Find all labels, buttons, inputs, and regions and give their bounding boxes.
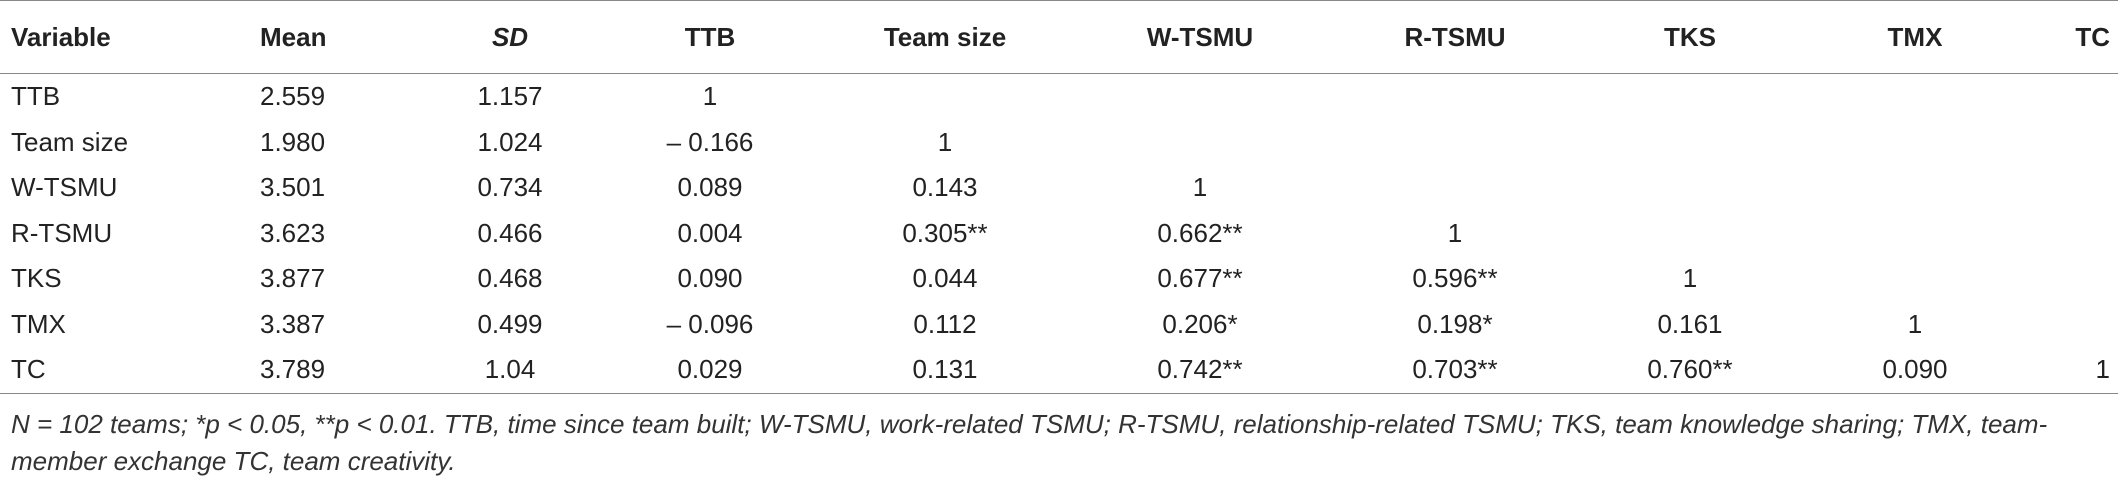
column-header: R-TSMU [1404,21,1506,52]
variable-cell: TMX [11,308,66,339]
correlation-cell [1580,120,1800,166]
correlation-cell: 0.198* [1417,308,1493,339]
correlation-cell [1800,120,2030,166]
variable-cell: TC [11,354,46,385]
correlation-cell: 0.161 [1657,308,1723,339]
correlation-cell [2030,211,2118,257]
correlation-cell: 1 [702,81,718,112]
sd-cell: 1.04 [484,354,536,385]
correlation-cell [1330,120,1580,166]
correlation-cell: 1 [1192,172,1208,203]
correlation-cell: 0.143 [912,172,978,203]
correlation-cell: 1 [937,126,953,157]
correlation-cell: – 0.166 [666,126,754,157]
correlation-cell: 0.112 [913,308,977,339]
variable-cell: Team size [11,126,129,157]
sd-cell: 1.024 [477,126,543,157]
correlation-cell: – 0.096 [666,308,754,339]
column-header: Mean [260,21,327,52]
table-row: TTB 2.559 1.157 1 [0,74,2118,120]
variable-cell: R-TSMU [11,217,113,248]
column-header: SD [491,21,529,52]
variable-cell: W-TSMU [11,172,118,203]
table-row: TMX 3.387 0.499 – 0.096 0.112 0.206* 0.198* 0.1… [0,302,2118,348]
mean-cell: 3.623 [260,217,326,248]
correlation-cell: 0.004 [677,217,743,248]
correlation-cell: 0.677** [1157,263,1243,294]
correlation-cell: 0.131 [912,354,978,385]
correlation-cell [1800,74,2030,120]
mean-cell: 3.877 [260,263,326,294]
correlation-cell: 0.090 [677,263,743,294]
table-row: R-TSMU 3.623 0.466 0.004 0.305** 0.662** 1 [0,211,2118,257]
correlation-cell [2030,302,2118,348]
correlation-cell [1580,74,1800,120]
sd-cell: 0.468 [477,263,543,294]
correlation-table: Variable Mean SD TTB Team size W-TSMU R-TSMU TK… [0,0,2118,393]
correlation-cell [2030,256,2118,302]
correlation-cell [1330,74,1580,120]
correlation-cell: 0.089 [677,172,743,203]
correlation-cell [1800,211,2030,257]
table-row: TC 3.789 1.04 0.029 0.131 0.742** 0.703** 0.760… [0,347,2118,393]
correlation-cell [1580,165,1800,211]
correlation-cell: 0.760** [1647,354,1733,385]
correlation-cell [2030,165,2118,211]
mean-cell: 1.980 [260,126,326,157]
column-header: TC [2075,21,2110,52]
correlation-cell: 1 [1682,263,1698,294]
column-header: TKS [1664,21,1716,52]
variable-cell: TTB [11,81,61,112]
correlation-cell: 0.703** [1412,354,1498,385]
column-header: Team size [883,21,1007,52]
mean-cell: 3.387 [260,308,326,339]
header-row: Variable Mean SD TTB Team size W-TSMU R-TSMU TK… [0,0,2118,74]
variable-cell: TKS [11,263,62,294]
column-header: W-TSMU [1146,21,1254,52]
correlation-cell: 0.742** [1157,354,1243,385]
correlation-cell: 1 [2095,354,2110,385]
correlation-cell [1070,120,1330,166]
correlation-cell [1800,256,2030,302]
correlation-cell: 0.305** [902,217,988,248]
mean-cell: 3.501 [260,172,326,203]
table-body: TTB 2.559 1.157 1 Team size 1.980 1.024 – 0.166… [0,74,2118,393]
correlation-cell [2030,120,2118,166]
correlation-cell: 0.029 [677,354,743,385]
table-row: TKS 3.877 0.468 0.090 0.044 0.677** 0.596** 1 [0,256,2118,302]
correlation-cell: 1 [1907,308,1923,339]
table-row: W-TSMU 3.501 0.734 0.089 0.143 1 [0,165,2118,211]
correlation-cell [820,74,1070,120]
correlation-cell [1070,74,1330,120]
correlation-cell: 0.596** [1412,263,1498,294]
mean-cell: 3.789 [260,354,326,385]
correlation-cell: 0.662** [1157,217,1243,248]
column-header: TMX [1887,21,1943,52]
column-header: Variable [11,21,111,52]
sd-cell: 0.499 [477,308,543,339]
correlation-cell: 0.090 [1882,354,1948,385]
sd-cell: 0.734 [477,172,543,203]
correlation-cell: 0.044 [912,263,978,294]
footnote: N = 102 teams; *p < 0.05, **p < 0.01. TT… [11,408,2048,476]
table-header: Variable Mean SD TTB Team size W-TSMU R-TSMU TK… [0,0,2118,74]
correlation-cell [1330,165,1580,211]
sd-cell: 0.466 [477,217,543,248]
correlation-cell [1580,211,1800,257]
table-row: Team size 1.980 1.024 – 0.166 1 [0,120,2118,166]
correlation-cell [2030,74,2118,120]
mean-cell: 2.559 [260,81,326,112]
sd-cell: 1.157 [477,81,543,112]
correlation-cell: 0.206* [1162,308,1238,339]
correlation-cell [1800,165,2030,211]
column-header: TTB [684,21,736,52]
correlation-cell: 1 [1447,217,1463,248]
